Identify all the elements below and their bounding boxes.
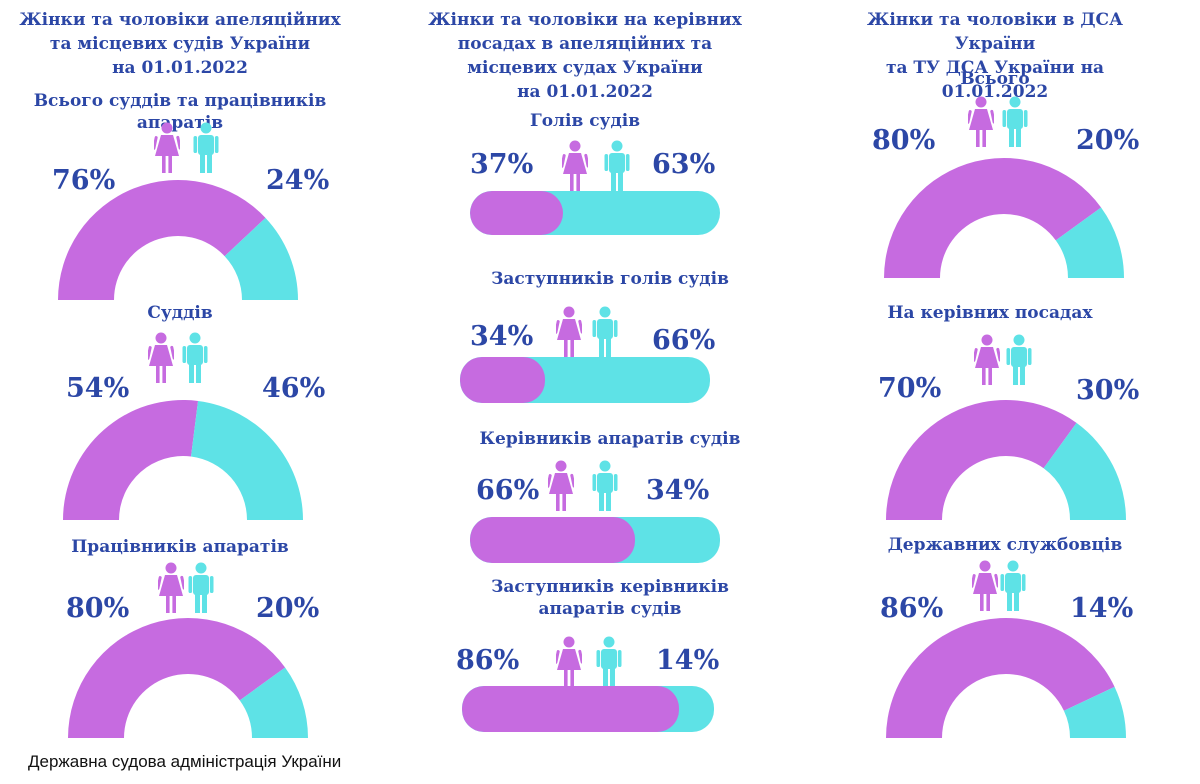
men-percent-label: 14%: [656, 645, 720, 676]
bar-track: [462, 686, 714, 732]
men-arc-segment: [1063, 686, 1126, 738]
man-icon: [1000, 560, 1026, 616]
woman-icon: [972, 334, 1002, 390]
man-icon: [188, 562, 214, 618]
gauge-chart: [63, 400, 303, 520]
women-percent-label: 80%: [66, 593, 130, 624]
women-percent-label: 80%: [872, 125, 936, 156]
women-arc-segment: [886, 400, 1077, 520]
man-icon: [596, 636, 622, 692]
women-bar-segment: [470, 191, 563, 235]
woman-icon: [560, 140, 590, 196]
women-percent-label: 66%: [476, 475, 540, 506]
gauge-chart: [886, 400, 1126, 520]
women-percent-label: 34%: [470, 321, 534, 352]
women-arc-segment: [68, 618, 286, 738]
gauge-chart: [884, 158, 1124, 278]
gauge-subtitle: Всього: [960, 69, 1030, 89]
men-arc-segment: [1055, 207, 1124, 278]
man-icon: [193, 122, 219, 178]
woman-icon: [554, 636, 584, 692]
man-icon: [592, 460, 618, 516]
woman-icon: [966, 96, 996, 152]
man-icon: [592, 306, 618, 362]
gauge-subtitle: Суддів: [147, 303, 213, 323]
women-percent-label: 76%: [52, 165, 116, 196]
woman-icon: [554, 306, 584, 362]
woman-icon: [146, 332, 176, 388]
gauge-chart: [886, 618, 1126, 738]
men-percent-label: 34%: [646, 475, 710, 506]
men-arc-segment: [191, 400, 303, 520]
women-percent-label: 70%: [878, 373, 942, 404]
woman-icon: [546, 460, 576, 516]
man-icon: [1002, 96, 1028, 152]
men-percent-label: 20%: [256, 593, 320, 624]
woman-icon: [152, 122, 182, 178]
left-column-title: Жінки та чоловіки апеляційних та місцеви…: [19, 10, 341, 78]
men-percent-label: 30%: [1076, 375, 1140, 406]
gauge-chart: [68, 618, 308, 738]
men-percent-label: 24%: [266, 165, 330, 196]
men-arc-segment: [1043, 422, 1126, 520]
bar-subtitle: Заступників голів судів: [491, 269, 729, 289]
bar-subtitle: Голів судів: [529, 111, 641, 131]
gauge-chart: [58, 179, 298, 300]
woman-icon: [156, 562, 186, 618]
women-percent-label: 37%: [470, 149, 534, 180]
gauge-subtitle: Державних службовців: [887, 535, 1123, 555]
men-arc-segment: [224, 217, 298, 300]
gauge-subtitle: Працівників апаратів: [71, 537, 289, 557]
women-arc-segment: [884, 158, 1102, 278]
bar-track: [470, 191, 720, 235]
bar-track: [460, 357, 710, 403]
bar-subtitle: Керівників апаратів судів: [479, 429, 741, 449]
bar-subtitle: Заступників керівників апаратів судів: [491, 577, 729, 619]
women-bar-segment: [462, 686, 679, 732]
men-percent-label: 46%: [262, 373, 326, 404]
women-percent-label: 86%: [880, 593, 944, 624]
men-arc-segment: [239, 667, 308, 738]
woman-icon: [970, 560, 1000, 616]
gauge-subtitle: На керівних посадах: [887, 303, 1093, 323]
women-percent-label: 86%: [456, 645, 520, 676]
bar-track: [470, 517, 720, 563]
men-percent-label: 20%: [1076, 125, 1140, 156]
man-icon: [604, 140, 630, 196]
women-percent-label: 54%: [66, 373, 130, 404]
man-icon: [1006, 334, 1032, 390]
women-bar-segment: [470, 517, 635, 563]
footer-source: Державна судова адміністрація України: [28, 752, 342, 771]
women-arc-segment: [886, 618, 1115, 738]
women-bar-segment: [460, 357, 545, 403]
middle-column-title: Жінки та чоловіки на керівних посадах в …: [428, 10, 742, 102]
man-icon: [182, 332, 208, 388]
men-percent-label: 14%: [1070, 593, 1134, 624]
men-percent-label: 66%: [652, 325, 716, 356]
gauge-subtitle: Всього суддів та працівників апаратів: [33, 91, 327, 133]
right-column-title: Жінки та чоловіки в ДСА України та ТУ ДС…: [867, 10, 1123, 102]
women-arc-segment: [63, 400, 199, 520]
men-percent-label: 63%: [652, 149, 716, 180]
women-arc-segment: [58, 179, 266, 300]
